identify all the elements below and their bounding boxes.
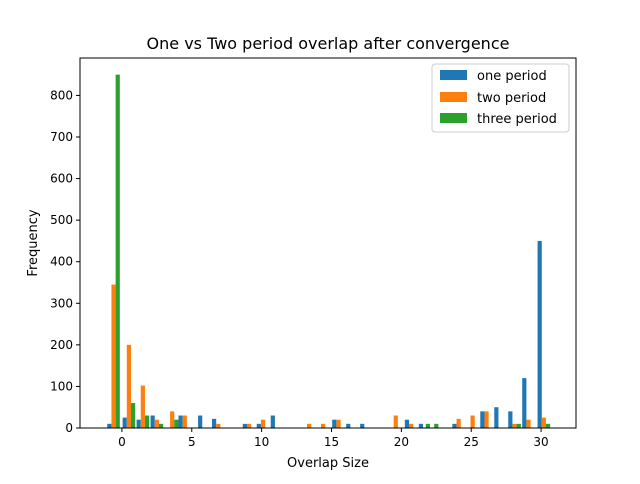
bar-one-period-11 <box>346 423 351 428</box>
legend-label-one-period: one period <box>477 69 547 84</box>
bar-one-period-4 <box>178 415 183 428</box>
y-tick-label: 600 <box>50 172 73 186</box>
bar-three-period-0 <box>115 74 120 428</box>
bar-two-period-10 <box>321 423 326 428</box>
bar-two-period-19 <box>541 417 546 428</box>
bar-two-period-5 <box>182 415 187 428</box>
bar-one-period-17 <box>494 407 499 428</box>
bar-two-period-17 <box>512 423 517 428</box>
bar-two-period-6 <box>216 423 221 428</box>
bar-two-period-0 <box>111 284 116 428</box>
x-tick-label: 5 <box>188 435 196 449</box>
legend-swatch-three-period <box>440 113 467 123</box>
bar-one-period-3 <box>150 415 155 428</box>
y-axis-label: Frequency <box>26 209 41 276</box>
bar-three-period-4 <box>174 419 179 428</box>
bar-two-period-11 <box>336 419 341 428</box>
bars-layer <box>107 74 551 428</box>
bar-one-period-15 <box>452 423 457 428</box>
bar-one-period-1 <box>122 417 127 428</box>
plot-area-frame <box>79 57 577 429</box>
y-tick-label: 400 <box>50 255 73 269</box>
bar-one-period-10 <box>332 419 337 428</box>
bar-two-period-13 <box>409 423 414 428</box>
bar-three-period-6 <box>434 423 439 428</box>
bar-one-period-14 <box>418 423 424 428</box>
bar-one-period-6 <box>212 418 217 428</box>
x-tick-label: 10 <box>254 435 269 449</box>
bar-two-period-8 <box>260 419 266 428</box>
bar-three-period-2 <box>144 415 150 428</box>
y-tick-label: 300 <box>50 296 73 310</box>
x-axis-ticks: 0 5 10 15 20 25 30 <box>118 428 549 449</box>
y-tick-label: 500 <box>50 213 73 227</box>
bar-one-period-9 <box>270 415 275 428</box>
bar-one-period-18 <box>508 411 513 428</box>
bar-one-period-12 <box>360 423 365 428</box>
bar-three-period-8 <box>545 423 551 428</box>
bar-two-period-7 <box>246 423 252 428</box>
bar-one-period-0 <box>107 423 112 428</box>
x-tick-label: 15 <box>324 435 339 449</box>
bar-three-period-1 <box>131 403 136 428</box>
x-tick-label: 0 <box>118 435 126 449</box>
bar-one-period-7 <box>242 423 247 428</box>
legend-label-three-period: three period <box>477 112 557 127</box>
bar-one-period-19 <box>522 378 527 428</box>
legend-swatch-two-period <box>440 92 467 102</box>
bar-one-period-5 <box>198 415 203 428</box>
bar-one-period-13 <box>404 419 410 428</box>
bar-two-period-18 <box>526 419 531 428</box>
bar-two-period-14 <box>456 418 461 428</box>
y-tick-label: 200 <box>50 338 73 352</box>
bar-one-period-16 <box>480 411 485 428</box>
y-axis-ticks: 0 100 200 300 400 500 600 700 800 <box>50 88 80 435</box>
legend: one period two period three period <box>431 63 570 133</box>
bar-one-period-20 <box>537 240 542 428</box>
bar-two-period-2 <box>140 385 145 428</box>
y-tick-label: 700 <box>50 130 73 144</box>
bar-three-period-3 <box>158 423 164 428</box>
bar-two-period-1 <box>126 344 131 428</box>
bar-three-period-7 <box>516 423 521 428</box>
legend-label-two-period: two period <box>477 91 546 106</box>
legend-swatch-one-period <box>440 70 467 80</box>
y-tick-label: 800 <box>50 88 73 102</box>
bar-one-period-8 <box>256 423 261 428</box>
bar-two-period-16 <box>484 411 489 428</box>
bar-three-period-5 <box>425 423 430 428</box>
y-tick-label: 0 <box>65 421 73 435</box>
x-tick-label: 20 <box>394 435 409 449</box>
x-tick-label: 30 <box>533 435 548 449</box>
y-tick-label: 100 <box>50 379 73 393</box>
bar-two-period-12 <box>393 415 398 428</box>
x-axis-label: Overlap Size <box>287 456 369 471</box>
bar-two-period-4 <box>170 411 175 428</box>
bar-one-period-2 <box>136 419 141 428</box>
chart-title: One vs Two period overlap after converge… <box>147 34 510 53</box>
bar-two-period-3 <box>154 419 159 428</box>
x-tick-label: 25 <box>464 435 479 449</box>
bar-two-period-9 <box>307 423 312 428</box>
bar-two-period-15 <box>470 415 475 428</box>
